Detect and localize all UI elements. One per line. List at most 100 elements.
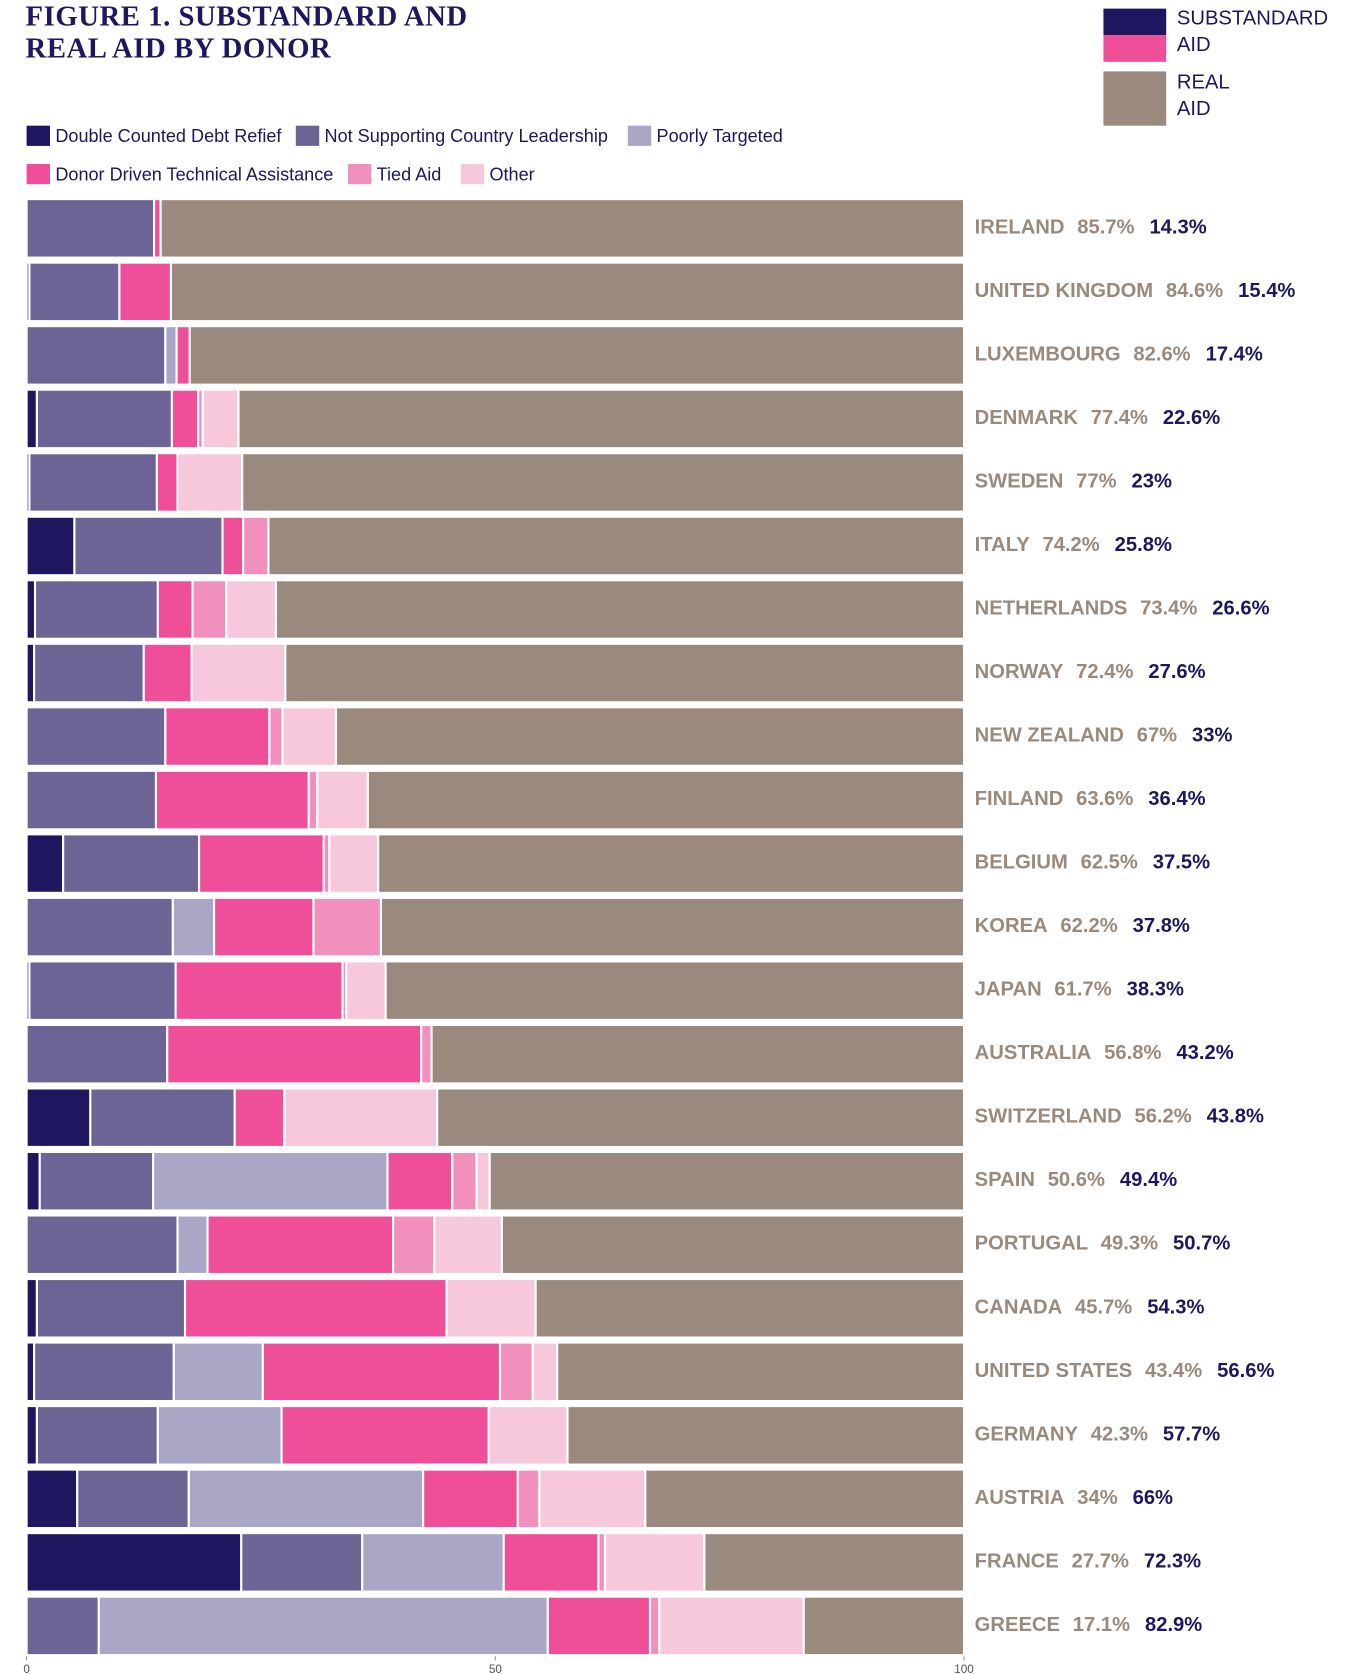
row-label: ITALY 74.2% 25.8% (975, 534, 1172, 556)
row-label: LUXEMBOURG 82.6% 17.4% (975, 344, 1263, 366)
bar-segment (33, 642, 145, 704)
substandard-label: 56.6% (1217, 1360, 1274, 1382)
bar-segment (198, 833, 325, 894)
x-tick-label: 0 (23, 1663, 30, 1674)
country-label: CANADA (975, 1297, 1063, 1319)
row-label: BELGIUM 62.5% 37.5% (975, 852, 1210, 874)
bar-segment (25, 325, 167, 386)
country-label: FINLAND (975, 788, 1064, 810)
substandard-label: 23% (1131, 471, 1171, 493)
bar-segment (28, 452, 158, 513)
real-aid-label: 85.7% (1077, 217, 1134, 239)
bar-segment (566, 1404, 966, 1466)
substandard-label: 27.6% (1148, 661, 1205, 683)
bar-segment (164, 706, 271, 767)
bar-segment (345, 960, 387, 1021)
substandard-label: 54.3% (1147, 1297, 1204, 1319)
country-label: SWEDEN (975, 471, 1064, 493)
bar-segment (261, 1341, 502, 1403)
bar-segment (221, 515, 245, 577)
legend-label: Not Supporting Country Leadership (325, 126, 608, 146)
real-aid-label: 42.3% (1091, 1424, 1148, 1446)
substandard-label: 26.6% (1212, 598, 1269, 620)
substandard-label: 33% (1192, 725, 1232, 747)
bar-segment (644, 1468, 966, 1530)
bar-segment (35, 388, 173, 450)
bar-segment (152, 1150, 389, 1212)
bar-segment (556, 1341, 966, 1403)
bar-segment (28, 261, 121, 323)
real-aid-label: 49.3% (1101, 1233, 1158, 1255)
real-aid-label: 43.4% (1145, 1360, 1202, 1382)
bar-segment (73, 515, 224, 577)
real-aid-label: 63.6% (1076, 788, 1133, 810)
bar-segment (35, 1277, 187, 1339)
bar-segment (25, 1595, 100, 1657)
row-label: UNITED KINGDOM 84.6% 15.4% (975, 280, 1296, 302)
bar-segment (169, 261, 966, 323)
bar-segment (213, 896, 315, 958)
country-label: JAPAN (975, 979, 1042, 1001)
bar-segment (38, 1150, 155, 1212)
substandard-label: 72.3% (1144, 1551, 1201, 1573)
legend-box: SUBSTANDARD AID (1177, 8, 1328, 57)
substandard-label: 57.7% (1163, 1424, 1220, 1446)
country-label: LUXEMBOURG (975, 344, 1121, 366)
bar-segment (502, 1532, 600, 1593)
bar-segment (172, 1341, 264, 1403)
substandard-label: 22.6% (1163, 407, 1220, 429)
bar-segment (546, 1595, 652, 1657)
row-label: SPAIN 50.6% 49.4% (975, 1170, 1178, 1192)
legend-swatch (627, 125, 652, 146)
bar-segment (328, 833, 380, 894)
row-label: DENMARK 77.4% 22.6% (975, 407, 1221, 429)
bar-segment (233, 1087, 286, 1149)
bar-segment (62, 833, 201, 894)
real-aid-label: 56.2% (1134, 1106, 1191, 1128)
row-label: PORTUGAL 49.3% 50.7% (975, 1233, 1231, 1255)
bar-segment (25, 1277, 38, 1339)
bar-segment (164, 325, 178, 386)
bar-segment (658, 1595, 805, 1657)
legend-box: REAL AID (1177, 71, 1229, 120)
real-aid-label: 62.5% (1081, 852, 1138, 874)
row-label: NEW ZEALAND 67% 33% (975, 725, 1233, 747)
bar-segment (451, 1150, 478, 1212)
bar-segment (25, 515, 76, 577)
bar-segment (488, 1150, 966, 1212)
row-label: KOREA 62.2% 37.8% (975, 915, 1190, 937)
real-aid-label: 77% (1076, 471, 1116, 493)
real-aid-label: 61.7% (1054, 979, 1111, 1001)
bar-segment (487, 1404, 569, 1466)
bar-segment (176, 1214, 209, 1276)
real-aid-label: 84.6% (1166, 280, 1223, 302)
country-label: NETHERLANDS (975, 598, 1128, 620)
bar-segment (166, 1023, 423, 1085)
country-label: AUSTRIA (975, 1487, 1065, 1509)
legend-swatch (1103, 71, 1167, 126)
bar-segment (28, 960, 177, 1021)
real-aid-label: 62.2% (1060, 915, 1117, 937)
bar-segment (25, 579, 37, 640)
row-label: AUSTRALIA 56.8% 43.2% (975, 1043, 1234, 1065)
legend-swatch (1103, 8, 1167, 36)
country-label: DENMARK (975, 407, 1079, 429)
substandard-label: 17.4% (1206, 344, 1263, 366)
country-label: FRANCE (975, 1551, 1059, 1573)
real-aid-label: 27.7% (1072, 1551, 1129, 1573)
country-label: GERMANY (975, 1424, 1079, 1446)
bar-segment (516, 1468, 541, 1530)
bar-segment (76, 1468, 190, 1530)
bar-segment (445, 1277, 537, 1339)
legend-swatch (26, 163, 51, 185)
legend-label: Tied Aid (377, 164, 442, 184)
bar-segment (25, 769, 158, 831)
x-tick-label: 100 (954, 1663, 974, 1674)
substandard-label: 43.2% (1176, 1043, 1233, 1065)
bar-segment (500, 1214, 966, 1276)
bar-segment (206, 1214, 395, 1276)
substandard-label: 37.5% (1153, 852, 1210, 874)
bar-segment (142, 642, 193, 704)
substandard-label: 37.8% (1133, 915, 1190, 937)
